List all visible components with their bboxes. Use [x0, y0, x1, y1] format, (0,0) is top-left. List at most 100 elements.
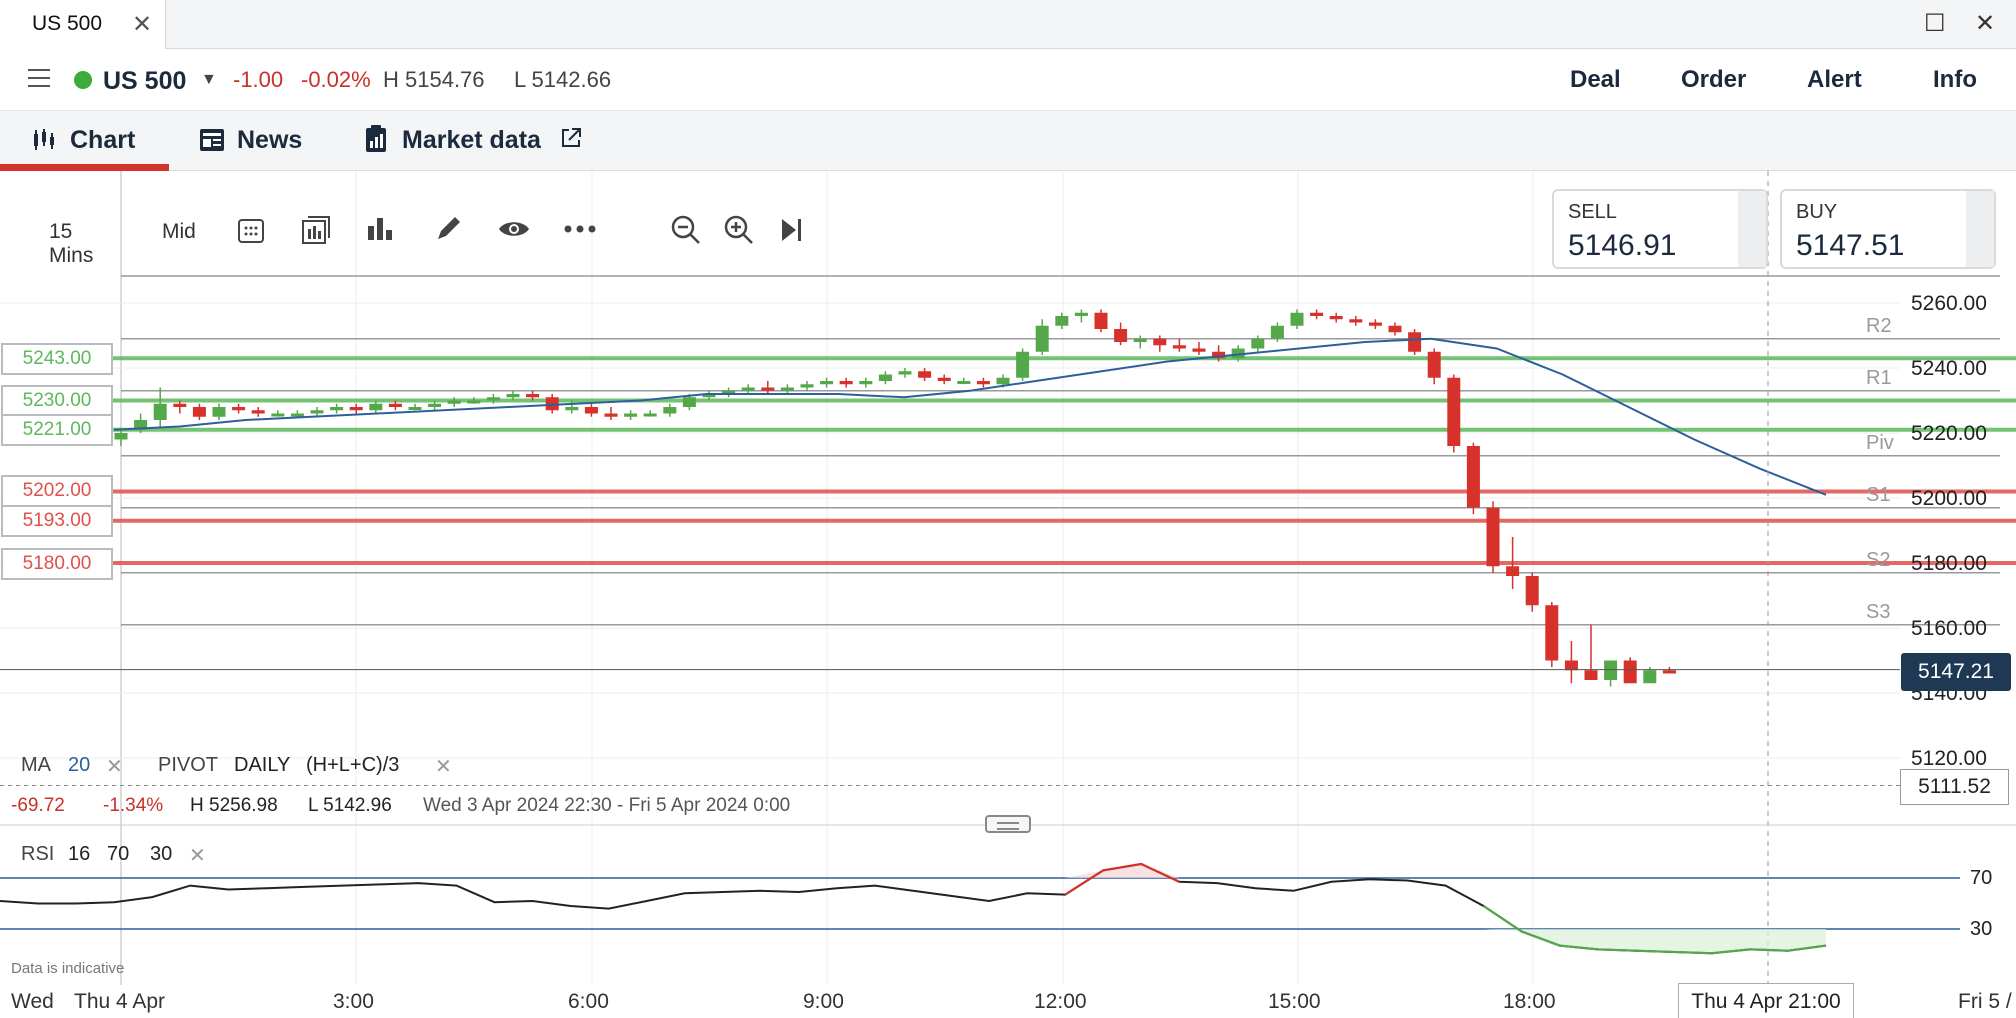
- y-axis-tick: 5240.00: [1911, 357, 1987, 380]
- rsi-upper[interactable]: 70: [107, 843, 130, 865]
- candle-body: [1368, 322, 1382, 326]
- pivot-formula[interactable]: (H+L+C)/3: [306, 754, 400, 776]
- x-axis-tick: 18:00: [1503, 990, 1556, 1013]
- y-axis-tick: 5220.00: [1911, 422, 1987, 445]
- price-chart[interactable]: [0, 171, 2016, 1018]
- candle-body: [1016, 351, 1030, 378]
- menu-icon[interactable]: [28, 69, 50, 87]
- candle-body: [1564, 660, 1578, 671]
- candle-body: [173, 403, 187, 407]
- order-level-label[interactable]: 5193.00: [1, 505, 113, 537]
- period-low: L 5142.96: [308, 795, 392, 816]
- candle-body: [1447, 377, 1461, 446]
- pivot-label-s3: S3: [1866, 601, 1891, 623]
- window-close-icon[interactable]: ✕: [1975, 10, 1996, 37]
- candle-body: [1408, 332, 1422, 352]
- candle-body: [859, 381, 873, 385]
- candle-body: [134, 420, 148, 430]
- order-level-label[interactable]: 5243.00: [1, 343, 113, 375]
- sell-button[interactable]: SELL 5146.91: [1552, 189, 1768, 269]
- remove-ma-icon[interactable]: ✕: [106, 756, 123, 778]
- candle-body: [1035, 325, 1049, 352]
- candle-body: [1251, 338, 1265, 349]
- rsi-overbought-fill: [1103, 863, 1142, 878]
- rsi-overbought-segment: [1103, 862, 1142, 872]
- order-level-label[interactable]: 5180.00: [1, 548, 113, 580]
- rsi-oversold-fill: [1787, 929, 1826, 951]
- window-tab-title: US 500: [32, 12, 103, 35]
- rsi-oversold-fill: [1483, 929, 1522, 932]
- candle-body: [584, 407, 598, 414]
- x-axis-tick: 3:00: [333, 990, 374, 1013]
- candle-body: [1270, 325, 1284, 339]
- candle-body: [918, 371, 932, 378]
- candle-body: [330, 407, 344, 411]
- rsi-axis-30: 30: [1970, 918, 1993, 940]
- candle-body: [486, 397, 500, 401]
- tab-close-icon[interactable]: ✕: [132, 11, 153, 38]
- nav-tabs: Chart News Market data: [0, 111, 2016, 171]
- rsi-oversold-segment: [1635, 949, 1674, 954]
- rsi-period[interactable]: 16: [68, 843, 91, 865]
- rsi-oversold-segment: [1673, 950, 1712, 955]
- candle-body: [878, 374, 892, 381]
- remove-pivot-icon[interactable]: ✕: [435, 756, 452, 778]
- crosshair-time-badge: Thu 4 Apr 21:00: [1678, 983, 1854, 1018]
- candle-body: [1094, 312, 1108, 329]
- candle-body: [624, 413, 638, 417]
- x-axis-tick: 6:00: [568, 990, 609, 1013]
- zoom-out-icon[interactable]: [671, 215, 701, 245]
- panel-resize-handle[interactable]: [985, 815, 1031, 833]
- buy-button[interactable]: BUY 5147.51: [1780, 189, 1996, 269]
- order-button[interactable]: Order: [1681, 66, 1747, 93]
- instrument-name[interactable]: US 500: [103, 67, 187, 95]
- order-level-label[interactable]: 5202.00: [1, 475, 113, 507]
- current-price-badge: 5147.21: [1901, 653, 2011, 691]
- candle-body: [1074, 312, 1088, 316]
- rsi-oversold-segment: [1787, 944, 1827, 952]
- drawing-tools-icon[interactable]: [433, 214, 463, 244]
- y-axis-tick: 5260.00: [1911, 292, 1987, 315]
- rsi-lower[interactable]: 30: [150, 843, 173, 865]
- period-change-pct: -1.34%: [103, 795, 164, 816]
- visibility-icon[interactable]: [497, 218, 531, 240]
- rsi-oversold-fill: [1749, 929, 1788, 951]
- maximize-icon[interactable]: ☐: [1924, 10, 1946, 37]
- candle-body: [1192, 348, 1206, 352]
- tab-market-data-label: Market data: [402, 126, 541, 154]
- chart-type-icon[interactable]: [366, 216, 394, 242]
- period-high: H 5256.98: [190, 795, 278, 816]
- rsi-oversold-fill: [1597, 929, 1636, 951]
- compare-chart-icon[interactable]: [300, 214, 332, 246]
- deal-button[interactable]: Deal: [1570, 66, 1621, 93]
- candle-body: [114, 433, 128, 440]
- candle-body: [1486, 507, 1500, 567]
- price-type-selector[interactable]: Mid: [162, 220, 196, 243]
- instrument-change-pct: -0.02%: [301, 67, 371, 92]
- alert-button[interactable]: Alert: [1807, 66, 1862, 93]
- candle-body: [820, 381, 834, 385]
- candle-body: [839, 381, 853, 385]
- candle-body: [1172, 345, 1186, 349]
- order-level-label[interactable]: 5221.00: [1, 414, 113, 446]
- zoom-in-icon[interactable]: [724, 215, 754, 245]
- jump-to-latest-icon[interactable]: [780, 217, 804, 243]
- info-button[interactable]: Info: [1933, 66, 1977, 93]
- pivot-period[interactable]: DAILY: [234, 754, 291, 776]
- candle-body: [1545, 605, 1559, 661]
- interval-selector[interactable]: 15 Mins: [49, 220, 94, 267]
- calendar-icon[interactable]: [237, 216, 265, 244]
- ma-legend-label: MA: [21, 754, 51, 776]
- order-level-label[interactable]: 5230.00: [1, 385, 113, 417]
- ma-period[interactable]: 20: [68, 754, 91, 776]
- instrument-dropdown-icon[interactable]: ▼: [201, 71, 217, 88]
- candle-body: [643, 413, 657, 417]
- pivot-label-r2: R2: [1866, 315, 1892, 337]
- candle-body: [232, 407, 246, 411]
- candle-body: [1153, 338, 1167, 346]
- remove-rsi-icon[interactable]: ✕: [189, 845, 206, 867]
- window-tab[interactable]: US 500 ✕: [0, 0, 166, 49]
- candle-body: [192, 407, 206, 417]
- y-axis-tick: 5160.00: [1911, 617, 1987, 640]
- more-options-icon[interactable]: [563, 224, 597, 234]
